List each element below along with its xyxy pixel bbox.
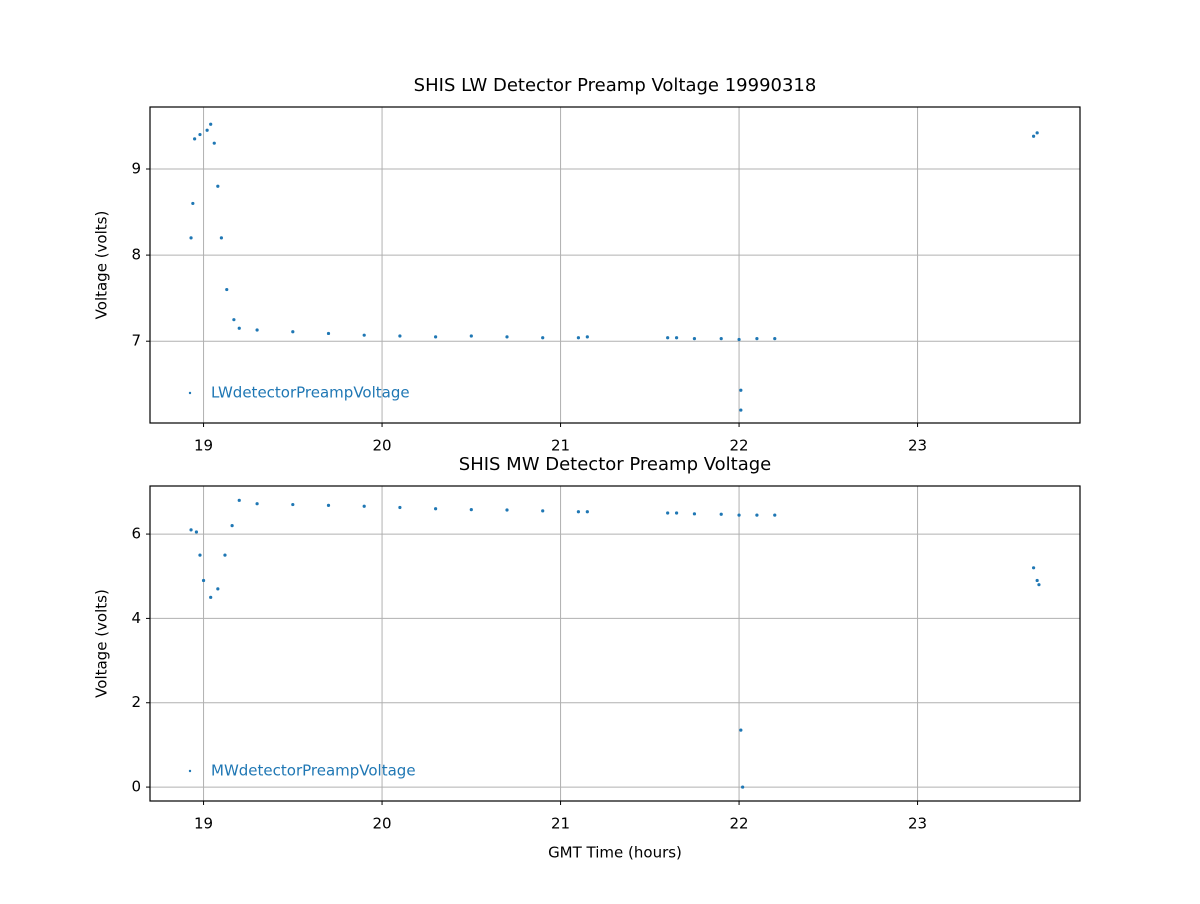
data-point [398, 505, 402, 510]
data-point [237, 498, 241, 502]
data-point [666, 336, 670, 340]
data-point [739, 408, 743, 412]
data-point [755, 337, 759, 341]
data-point [194, 530, 199, 534]
data-point [674, 336, 679, 340]
y-tick-label: 2 [131, 693, 141, 711]
data-point [189, 528, 193, 532]
data-point [1035, 578, 1039, 583]
y-tick-label: 9 [131, 159, 141, 177]
data-point [191, 201, 195, 206]
data-point [223, 553, 227, 557]
data-point [505, 335, 509, 339]
y-tick-label: 4 [131, 609, 141, 627]
data-point [434, 335, 438, 339]
data-point [1037, 583, 1041, 587]
y-tick-label: 7 [131, 332, 141, 350]
data-point [291, 502, 295, 507]
legend-marker [188, 769, 192, 773]
data-point [255, 328, 259, 332]
data-point [198, 132, 202, 137]
data-point [585, 335, 589, 339]
data-point [469, 508, 473, 512]
data-point [205, 128, 209, 132]
legend-label: LWdetectorPreampVoltage [211, 384, 410, 402]
data-point [505, 508, 509, 512]
data-point [576, 336, 581, 340]
data-point [666, 511, 670, 515]
data-point [755, 513, 759, 517]
data-point [1035, 131, 1039, 135]
x-tick-label: 20 [373, 815, 392, 833]
legend-label: MWdetectorPreampVoltage [211, 762, 416, 780]
data-point [326, 503, 331, 507]
data-point [209, 595, 213, 599]
data-point [216, 184, 220, 188]
x-tick-label: 22 [730, 815, 749, 833]
data-point [719, 512, 723, 516]
y-tick-label: 8 [131, 246, 141, 264]
data-point [230, 524, 234, 528]
data-point [469, 334, 473, 338]
x-tick-label: 19 [194, 815, 213, 833]
x-tick-label: 21 [551, 437, 570, 455]
chart-title: SHIS MW Detector Preamp Voltage [459, 454, 771, 475]
data-point [692, 512, 697, 516]
x-tick-label: 20 [373, 437, 392, 455]
data-point [225, 287, 229, 292]
data-point [739, 728, 743, 732]
data-point [201, 578, 206, 583]
data-point [1031, 134, 1036, 138]
data-point [585, 510, 589, 514]
y-tick-label: 6 [131, 525, 141, 543]
x-tick-label: 23 [908, 437, 927, 455]
data-point [773, 513, 777, 517]
data-point [209, 122, 213, 126]
x-tick-label: 23 [908, 815, 927, 833]
plot-frame [149, 485, 1081, 802]
data-point [291, 330, 295, 334]
data-point [212, 141, 216, 145]
x-tick-label: 22 [730, 437, 749, 455]
data-point [255, 502, 259, 506]
y-axis-label: Voltage (volts) [93, 211, 111, 320]
data-point [737, 513, 741, 517]
x-tick-label: 19 [194, 437, 213, 455]
y-axis-label: Voltage (volts) [93, 589, 111, 698]
data-point [741, 785, 745, 789]
data-point [434, 507, 438, 511]
data-point [398, 334, 402, 338]
data-point [326, 331, 331, 336]
data-point [674, 511, 679, 515]
data-point [198, 553, 202, 557]
data-point [219, 236, 224, 240]
x-axis-label: GMT Time (hours) [548, 844, 682, 862]
data-point [739, 388, 743, 392]
data-point [773, 337, 777, 341]
data-point [193, 137, 197, 141]
data-point [362, 333, 366, 337]
data-point [189, 236, 193, 240]
data-point [541, 509, 545, 513]
data-point [232, 318, 236, 322]
data-point [737, 337, 741, 342]
data-point [719, 337, 723, 341]
plot-frame [149, 106, 1081, 424]
data-point [576, 510, 581, 514]
data-point [1031, 566, 1036, 570]
chart-title: SHIS LW Detector Preamp Voltage 19990318 [414, 75, 817, 96]
data-point [237, 326, 241, 330]
data-point [541, 336, 545, 340]
data-point [216, 587, 220, 591]
legend-marker [188, 391, 192, 395]
y-tick-label: 0 [131, 778, 141, 796]
data-point [692, 337, 697, 341]
data-point [362, 504, 366, 508]
x-tick-label: 21 [551, 815, 570, 833]
